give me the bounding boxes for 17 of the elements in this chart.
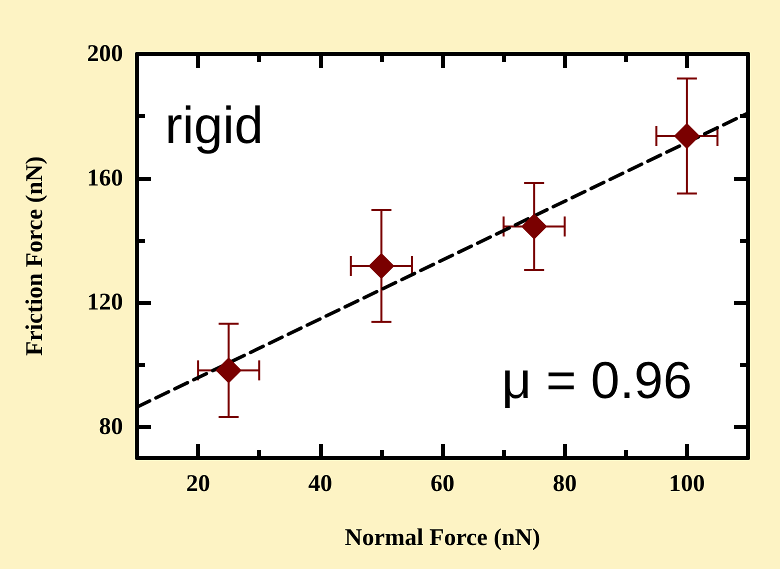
x-tick-label: 100: [668, 471, 705, 497]
point: [521, 213, 548, 240]
point: [674, 123, 700, 150]
y-axis-title: Friction Force (nN): [22, 156, 48, 356]
x-tick-label: 20: [186, 471, 210, 497]
y-tick-label: 80: [99, 414, 123, 440]
y-tick-label: 200: [87, 41, 123, 67]
y-tick-label: 160: [87, 165, 123, 192]
point: [216, 357, 242, 384]
x-tick-label: 40: [308, 471, 332, 497]
point: [368, 252, 394, 279]
y-tick-label: 120: [87, 290, 123, 316]
x-axis-title: Normal Force (nN): [344, 525, 540, 551]
annotation: rigid: [165, 97, 264, 155]
annotation: μ = 0.96: [502, 352, 692, 410]
x-tick-label: 80: [552, 471, 577, 497]
x-tick-label: 60: [430, 471, 454, 497]
